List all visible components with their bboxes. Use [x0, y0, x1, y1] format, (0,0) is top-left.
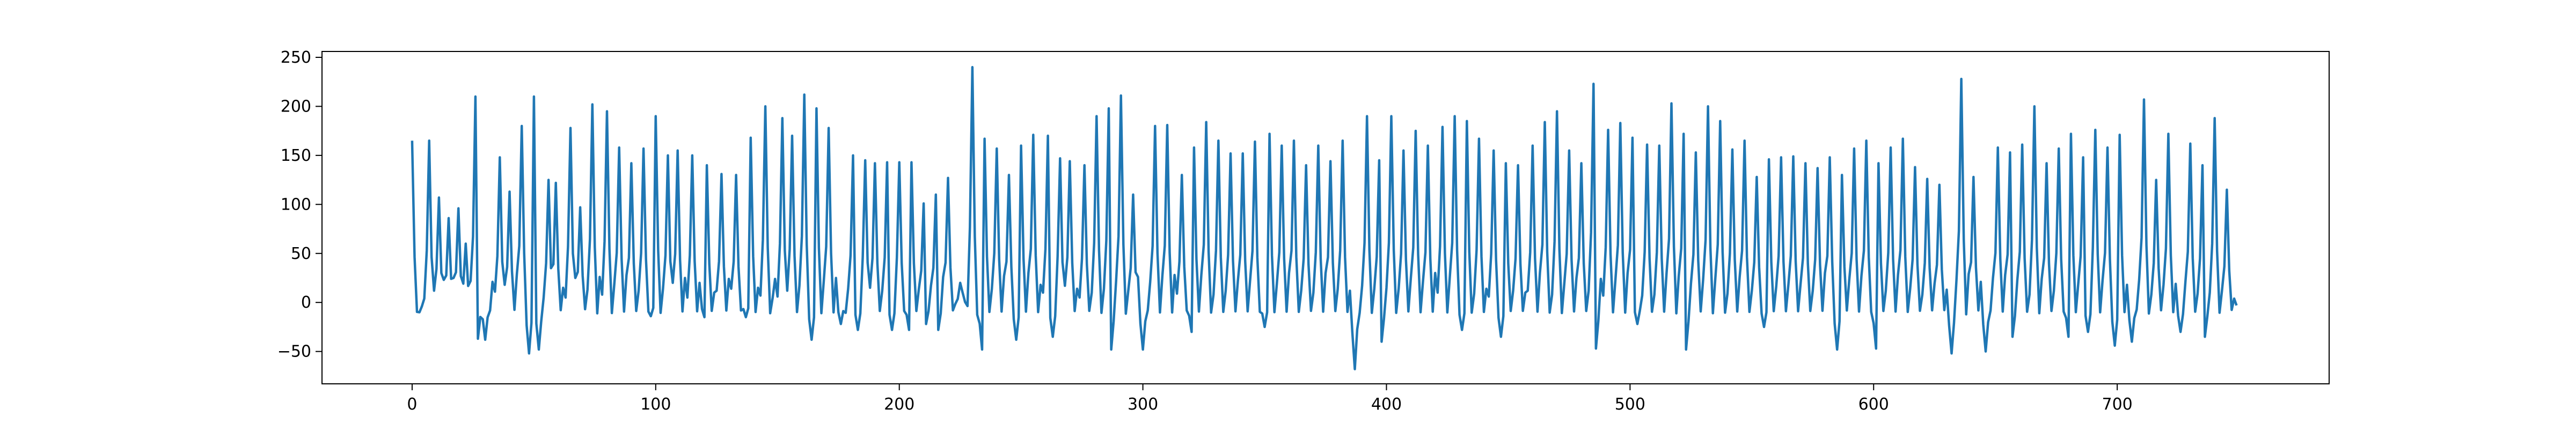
axes-frame [321, 51, 2330, 384]
series-line [411, 66, 2238, 370]
y-tick-label: 150 [281, 146, 311, 165]
y-tick-label: −50 [277, 343, 311, 361]
x-tick-label: 400 [1371, 395, 1402, 414]
y-tick-label: 0 [301, 293, 311, 312]
x-tick-label: 300 [1128, 395, 1158, 414]
y-tick-label: 50 [291, 244, 311, 263]
y-tick-label: 100 [281, 195, 311, 214]
y-axis: −50 0 50 100 150 200 250 [277, 48, 322, 361]
x-tick-label: 500 [1615, 395, 1645, 414]
plot-area [411, 66, 2238, 370]
x-axis: 0 100 200 300 400 500 600 700 [407, 384, 2133, 414]
y-tick-label: 200 [281, 97, 311, 116]
x-tick-label: 0 [407, 395, 417, 414]
x-tick-label: 600 [1858, 395, 1889, 414]
x-tick-label: 100 [640, 395, 671, 414]
y-tick-label: 250 [281, 48, 311, 67]
x-tick-label: 200 [884, 395, 914, 414]
x-tick-label: 700 [2102, 395, 2132, 414]
